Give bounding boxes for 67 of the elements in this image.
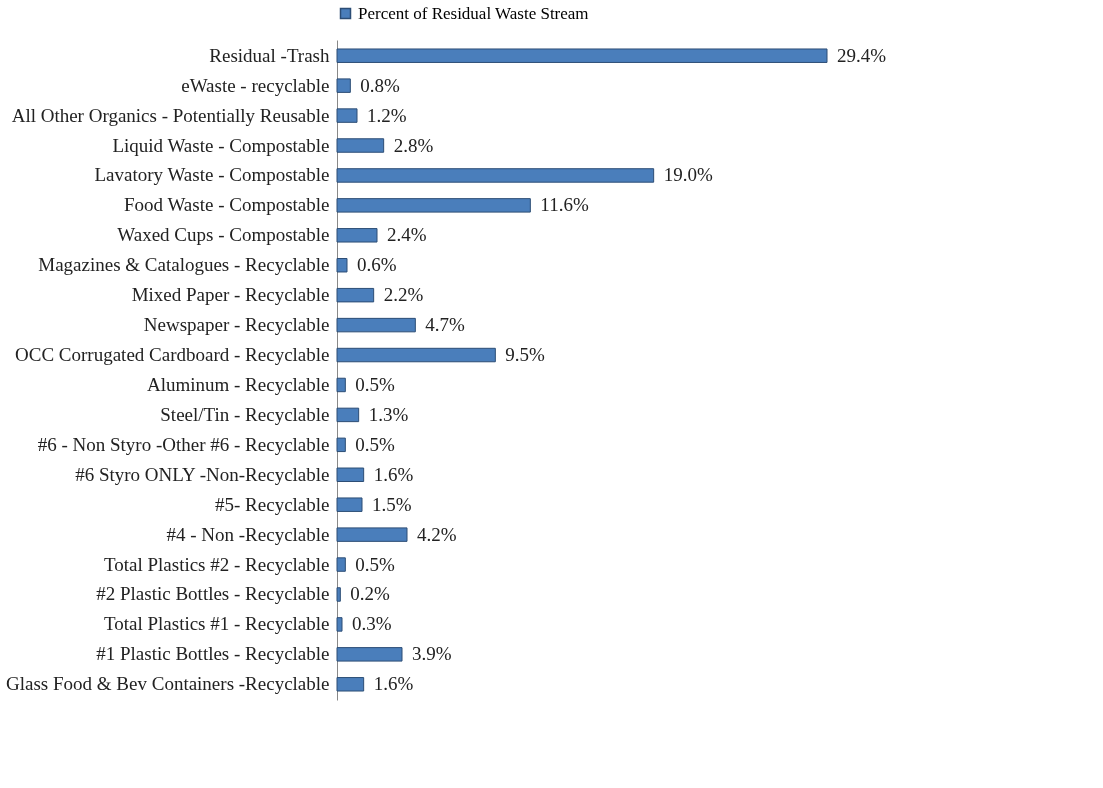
bar (336, 198, 531, 213)
data-label: 9.5% (505, 344, 546, 366)
data-label: 0.5% (355, 433, 396, 455)
y-tick-label: #6 Styro ONLY -Non-Recyclable (75, 463, 330, 485)
data-label: 11.6% (540, 194, 589, 216)
y-tick-label: Mixed Paper - Recyclable (131, 284, 330, 306)
y-tick-label: Magazines & Catalogues - Recyclable (38, 254, 330, 276)
data-label: 1.6% (373, 673, 414, 695)
data-label: 2.4% (387, 224, 427, 246)
data-label: 1.3% (368, 403, 409, 425)
data-label: 0.8% (360, 74, 401, 96)
data-label: 0.3% (352, 613, 392, 635)
data-label: 2.2% (383, 284, 424, 306)
y-tick-label: Lavatory Waste - Compostable (94, 164, 330, 186)
data-label: 4.2% (417, 523, 457, 545)
bar (336, 497, 363, 512)
y-tick-label: Total Plastics #1 - Recyclable (103, 613, 330, 635)
bar (336, 407, 360, 423)
bar (336, 287, 375, 303)
y-tick-label: Liquid Waste - Compostable (112, 134, 330, 156)
bar (336, 347, 496, 363)
y-tick-label: OCC Corrugated Cardboard - Recyclable (15, 344, 330, 366)
data-label: 1.5% (372, 493, 412, 515)
y-tick-label: eWaste - recyclable (181, 74, 330, 96)
bar (336, 617, 343, 632)
bar (336, 587, 341, 602)
bar (336, 317, 416, 333)
y-tick-label: #5- Recyclable (215, 493, 330, 515)
bar (336, 168, 655, 183)
data-label: 0.5% (355, 373, 396, 395)
y-tick-label: #4 - Non -Recyclable (166, 523, 330, 545)
y-tick-label: Total Plastics #2 - Recyclable (103, 553, 330, 575)
data-label: 0.6% (357, 254, 397, 276)
y-tick-label: All Other Organics - Potentially Reusable (11, 104, 330, 126)
data-label: 3.9% (412, 643, 452, 665)
bar (336, 258, 348, 273)
bar (336, 467, 365, 482)
y-tick-label: Aluminum - Recyclable (146, 373, 330, 395)
bar (336, 677, 365, 692)
y-tick-label: #1 Plastic Bottles - Recyclable (96, 643, 330, 665)
bar (336, 108, 358, 123)
y-tick-label: Food Waste - Compostable (123, 194, 330, 216)
data-label: 2.8% (393, 134, 434, 156)
y-tick-label: Steel/Tin - Recyclable (160, 403, 330, 425)
bar (336, 138, 385, 153)
bar (336, 78, 351, 93)
bar (336, 48, 828, 63)
y-tick-label: Residual -Trash (209, 44, 330, 66)
bar (336, 377, 346, 393)
data-label: 1.2% (367, 104, 407, 126)
y-tick-label: #6 - Non Styro -Other #6 - Recyclable (37, 433, 330, 455)
data-label: 1.6% (373, 463, 414, 485)
data-label: 0.5% (355, 553, 396, 575)
y-tick-label: #2 Plastic Bottles - Recyclable (96, 583, 330, 605)
y-tick-label: Waxed Cups - Compostable (117, 224, 330, 246)
bar (336, 557, 346, 572)
bar (336, 647, 403, 662)
data-label: 0.2% (350, 583, 391, 605)
data-label: 29.4% (837, 44, 887, 66)
y-tick-label: Glass Food & Bev Containers -Recyclable (6, 673, 330, 695)
data-label: 4.7% (425, 314, 466, 336)
legend-label: Percent of Residual Waste Stream (358, 3, 589, 23)
bar (336, 437, 346, 453)
bar (336, 228, 378, 243)
y-tick-label: Newspaper - Recyclable (143, 314, 330, 336)
data-label: 19.0% (663, 164, 713, 186)
bar (336, 527, 408, 542)
